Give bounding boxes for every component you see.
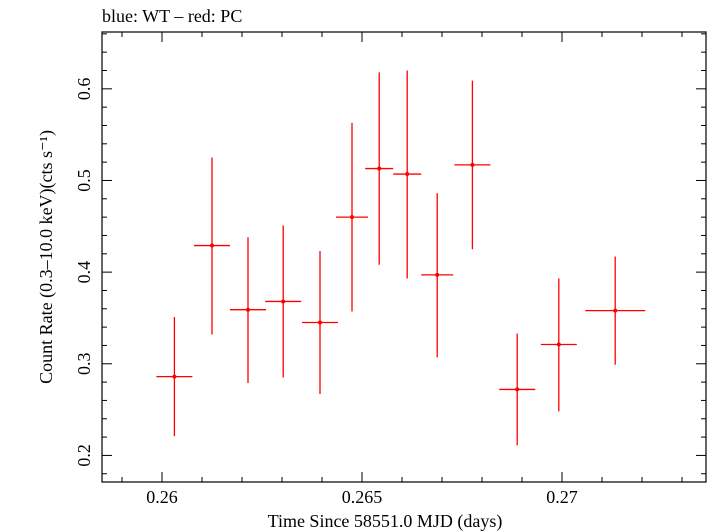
data-point xyxy=(499,333,536,446)
x-axis-label: Time Since 58551.0 MJD (days) xyxy=(268,511,503,532)
chart-title: blue: WT – red: PC xyxy=(102,6,242,26)
data-marker xyxy=(281,299,286,304)
y-tick-label: 0.4 xyxy=(74,261,94,284)
y-axis-label: Count Rate (0.3–10.0 keV)(cts s⁻¹) xyxy=(36,130,57,384)
data-marker xyxy=(377,166,382,171)
data-marker xyxy=(172,374,177,379)
data-marker xyxy=(318,320,322,325)
data-marker xyxy=(515,387,520,392)
y-tick-label: 0.5 xyxy=(74,169,94,192)
x-tick-label: 0.265 xyxy=(342,487,383,507)
data-point xyxy=(393,70,422,279)
x-axis: 0.26 0.265 0.27 xyxy=(121,32,683,507)
data-point xyxy=(454,80,491,250)
data-point xyxy=(265,225,302,378)
data-point xyxy=(540,278,577,412)
data-point xyxy=(302,251,338,395)
data-marker xyxy=(350,215,354,220)
data-series xyxy=(156,70,646,446)
data-point xyxy=(156,317,193,437)
data-point xyxy=(194,157,230,335)
x-tick-label: 0.26 xyxy=(146,487,178,507)
y-tick-label: 0.3 xyxy=(74,353,94,376)
data-marker xyxy=(210,243,214,248)
data-point xyxy=(365,72,394,265)
data-point xyxy=(585,256,646,365)
data-point xyxy=(336,122,368,312)
plot-frame xyxy=(101,31,707,483)
data-marker xyxy=(246,307,250,312)
y-tick-label: 0.6 xyxy=(74,78,94,101)
data-point xyxy=(421,193,454,358)
data-marker xyxy=(470,162,475,167)
data-marker xyxy=(556,342,561,347)
data-marker xyxy=(435,272,440,277)
x-tick-label: 0.27 xyxy=(546,487,578,507)
y-axis: 0.2 0.3 0.4 0.5 0.6 xyxy=(74,33,706,475)
data-marker xyxy=(613,308,618,313)
data-marker xyxy=(405,172,410,177)
y-tick-label: 0.2 xyxy=(74,444,94,467)
data-point xyxy=(230,237,266,384)
